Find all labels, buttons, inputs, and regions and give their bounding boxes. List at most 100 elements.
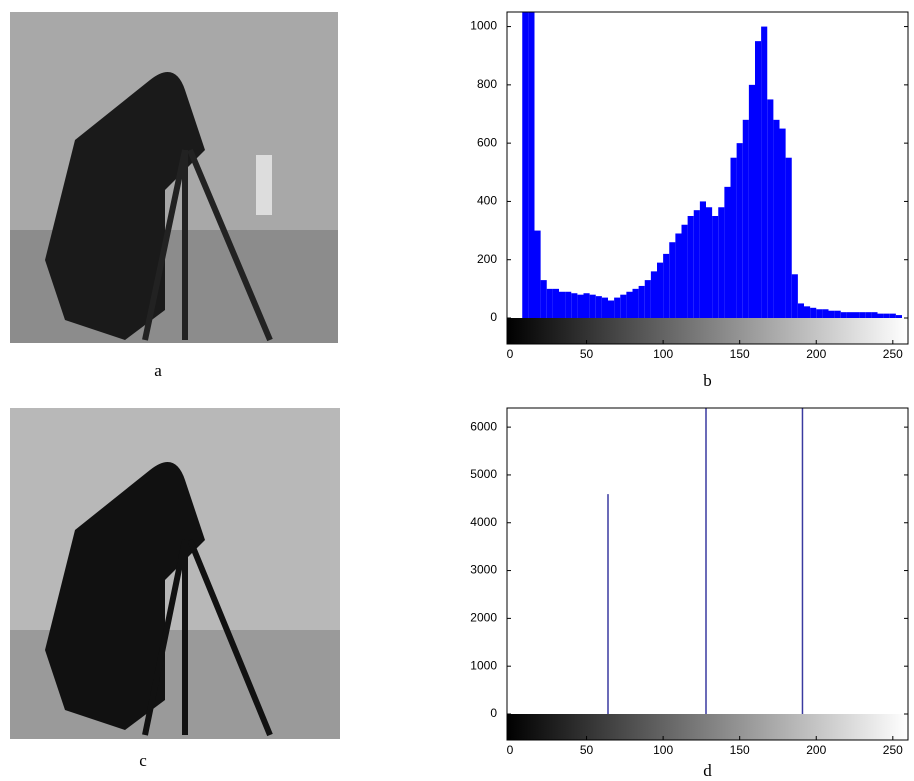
bar xyxy=(589,294,596,318)
x-tick-label: 50 xyxy=(580,347,594,361)
colorbar xyxy=(507,714,908,740)
bar xyxy=(626,291,633,318)
bar xyxy=(706,207,713,318)
bar xyxy=(871,312,878,318)
bar xyxy=(755,41,762,318)
y-tick-label: 3000 xyxy=(470,563,497,577)
y-tick-label: 600 xyxy=(477,135,497,149)
bar xyxy=(748,84,755,318)
bar xyxy=(687,216,694,318)
bar xyxy=(546,288,553,318)
bar xyxy=(840,312,847,318)
bar xyxy=(865,312,872,318)
bar xyxy=(650,271,657,318)
x-tick-label: 50 xyxy=(580,743,594,757)
bar xyxy=(620,294,627,318)
bar xyxy=(559,291,566,318)
bar xyxy=(853,312,860,318)
bar xyxy=(828,310,835,318)
y-tick-label: 200 xyxy=(477,252,497,266)
caption: a xyxy=(154,361,162,380)
bar xyxy=(785,157,792,318)
x-tick-label: 0 xyxy=(507,743,514,757)
bar xyxy=(583,293,590,318)
bar xyxy=(730,157,737,318)
bar xyxy=(859,312,866,318)
bar xyxy=(816,309,823,318)
bar xyxy=(810,307,817,318)
bar xyxy=(736,143,743,318)
bar xyxy=(565,291,572,318)
bar xyxy=(601,297,608,318)
y-tick-label: 400 xyxy=(477,194,497,208)
caption: c xyxy=(139,751,147,770)
bar xyxy=(712,216,719,318)
x-tick-label: 250 xyxy=(883,743,903,757)
y-tick-label: 0 xyxy=(490,706,497,720)
bar xyxy=(552,288,559,318)
bar xyxy=(889,313,896,318)
bar xyxy=(767,99,774,318)
bar xyxy=(522,12,529,318)
bar xyxy=(877,313,884,318)
y-tick-label: 1000 xyxy=(470,19,497,33)
plot-area xyxy=(522,12,902,318)
bar xyxy=(675,233,682,318)
bar xyxy=(614,297,621,318)
y-tick-label: 1000 xyxy=(470,658,497,672)
x-tick-label: 100 xyxy=(653,347,673,361)
bar xyxy=(571,293,578,318)
y-tick-label: 800 xyxy=(477,77,497,91)
bar xyxy=(638,285,645,318)
bar xyxy=(895,315,902,318)
colorbar xyxy=(507,318,908,344)
bar xyxy=(834,310,841,318)
x-tick-label: 100 xyxy=(653,743,673,757)
bar xyxy=(883,313,890,318)
bar xyxy=(822,309,829,318)
bar xyxy=(797,303,804,318)
bar xyxy=(742,119,749,318)
x-tick-label: 150 xyxy=(730,743,750,757)
y-tick-label: 2000 xyxy=(470,611,497,625)
bar xyxy=(528,12,535,318)
bar xyxy=(699,201,706,318)
axes-box xyxy=(506,407,909,741)
photo xyxy=(10,408,340,739)
bar xyxy=(534,230,541,318)
photo xyxy=(10,12,338,343)
bar xyxy=(644,280,651,318)
bar xyxy=(681,224,688,318)
x-tick-label: 0 xyxy=(507,347,514,361)
bar xyxy=(693,210,700,318)
bar xyxy=(718,207,725,318)
x-tick-label: 200 xyxy=(806,347,826,361)
bar xyxy=(540,280,547,318)
bar xyxy=(846,312,853,318)
y-tick-label: 6000 xyxy=(470,419,497,433)
bar xyxy=(608,300,615,318)
x-tick-label: 200 xyxy=(806,743,826,757)
bar xyxy=(657,262,664,318)
y-tick-label: 5000 xyxy=(470,467,497,481)
plot-area xyxy=(607,408,804,714)
bar xyxy=(804,306,811,318)
y-tick-label: 0 xyxy=(490,310,497,324)
bar xyxy=(791,274,798,318)
bar xyxy=(595,296,602,318)
axes-box xyxy=(506,11,909,345)
bar xyxy=(663,253,670,318)
bar xyxy=(779,128,786,318)
bar xyxy=(669,242,676,318)
caption: b xyxy=(703,371,712,390)
bar xyxy=(724,186,731,318)
x-tick-label: 150 xyxy=(730,347,750,361)
bar xyxy=(761,26,768,318)
bar xyxy=(577,294,584,318)
bar xyxy=(632,288,639,318)
y-tick-label: 4000 xyxy=(470,515,497,529)
bar xyxy=(773,119,780,318)
x-tick-label: 250 xyxy=(883,347,903,361)
